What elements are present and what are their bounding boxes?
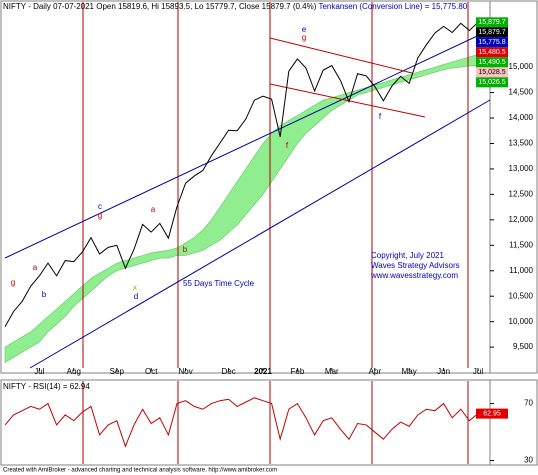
x-tick-label: Nov (178, 367, 192, 376)
y-tick-label: 14,500 (509, 88, 534, 97)
x-tick-label: Jun (437, 367, 450, 376)
subtitle: Tenkansen (Conversion Line) = 15,775.80 (318, 2, 467, 11)
title: NIFTY - Daily 07-07-2021 Open 15819.6, H… (3, 2, 317, 11)
rsi-pane-frame (0, 379, 538, 466)
value-marker-label: 15,026.5 (478, 79, 505, 86)
x-tick-label: Jul (34, 367, 44, 376)
value-marker (476, 17, 508, 28)
value-marker (476, 77, 508, 88)
value-marker-label: 15,879.7 (478, 29, 505, 36)
value-marker (476, 67, 508, 78)
cycle-lines (82, 2, 469, 464)
y-tick-label: 10,500 (509, 291, 534, 300)
price-line (4, 21, 479, 328)
value-marker-label: 15,879.7 (478, 19, 505, 26)
price-line (4, 397, 479, 448)
value-marker-label: 15,490.5 (478, 59, 505, 66)
annotation: b (183, 245, 188, 254)
y-tick-label: 9,500 (513, 342, 534, 351)
annotation: x (133, 283, 137, 292)
channel-lines (4, 29, 491, 369)
y-tick-label: 13,500 (509, 139, 534, 148)
annotation: g (302, 33, 306, 42)
y-tick-label: 70 (524, 399, 533, 408)
x-tick-label: Aug (67, 367, 81, 376)
x-tick-label: May (402, 367, 417, 376)
value-marker-label: 15,028.5 (478, 69, 505, 76)
annotation: c (98, 202, 102, 211)
annotation: 55 Days Time Cycle (183, 279, 255, 288)
x-tick-label: Feb (291, 367, 305, 376)
annotation: a (151, 205, 156, 214)
x-tick-label: Sep (110, 367, 125, 376)
upper-channel (4, 29, 491, 259)
value-marker (476, 27, 508, 38)
footer: Created with AmiBroker - advanced charti… (3, 468, 277, 474)
y-tick-label: 14,000 (509, 113, 534, 122)
y-tick-label: 15,000 (509, 62, 534, 71)
annotation: f (379, 112, 382, 121)
value-marker-label: 15,775.8 (478, 39, 505, 46)
annotation: g (98, 211, 102, 220)
annotation: g (11, 278, 15, 287)
y-tick-label: 11,000 (509, 266, 533, 275)
price-pane-frame (0, 0, 538, 374)
x-tick-label: Mar (325, 367, 339, 376)
flag-upper (269, 37, 413, 74)
value-marker (476, 408, 508, 419)
rsi-title: NIFTY - RSI(14) = 62.94 (3, 382, 90, 391)
y-tick-label: 11,500 (509, 240, 533, 249)
value-marker (476, 47, 508, 58)
y-tick-label: 10,000 (509, 317, 534, 326)
annotation: Copyright, July 2021 (371, 251, 444, 260)
value-marker-label: 15,480.5 (478, 49, 505, 56)
x-tick-label: Oct (145, 367, 158, 376)
value-marker (476, 37, 508, 48)
lower-channel (29, 99, 491, 369)
flag-lower (269, 83, 426, 118)
annotation: b (42, 290, 47, 299)
value-marker (476, 57, 508, 68)
y-tick-label: 13,000 (509, 164, 534, 173)
y-tick-label: 12,500 (509, 190, 534, 199)
annotation: www.wavesstrategy.com (370, 271, 458, 280)
annotation: Waves Strategy Advisors (371, 261, 460, 270)
x-tick-label: 2021 (254, 367, 272, 376)
annotation: a (33, 263, 38, 272)
y-tick-label: 30 (524, 456, 533, 465)
x-tick-label: Dec (221, 367, 235, 376)
y-tick-label: 12,000 (509, 215, 534, 224)
annotation: d (134, 292, 138, 301)
value-marker-label: 62.95 (483, 410, 501, 417)
header: NIFTY - Daily 07-07-2021 Open 15819.6, H… (3, 2, 468, 11)
annotation: e (302, 25, 307, 34)
x-tick-label: Apr (369, 367, 382, 376)
annotation: f (286, 141, 289, 150)
x-tick-label: Jul (473, 367, 483, 376)
